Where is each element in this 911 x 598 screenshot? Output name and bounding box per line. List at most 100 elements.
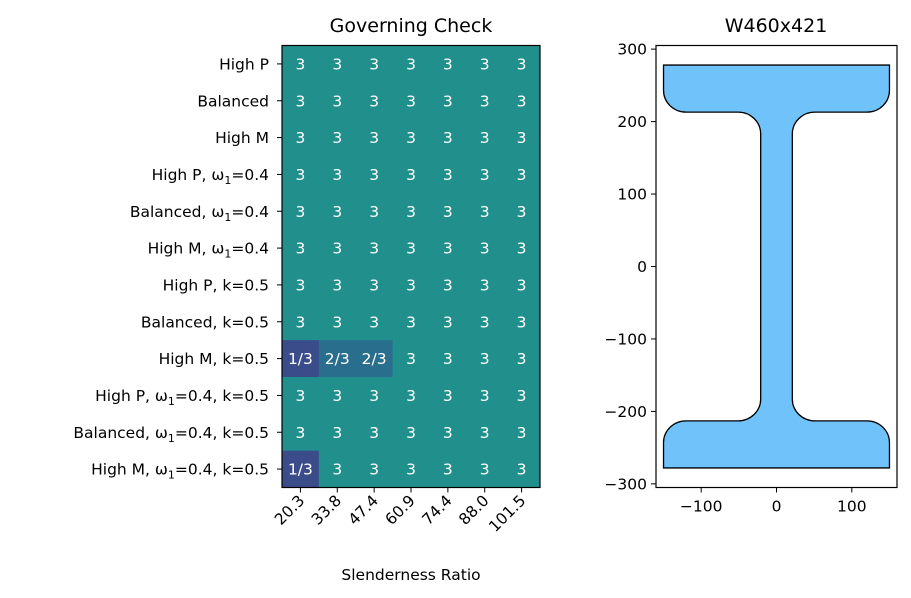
heatmap-cell	[429, 450, 467, 488]
heatmap-cell	[318, 377, 357, 415]
heatmap-cell-label: 3	[517, 313, 527, 331]
heatmap-cell	[466, 119, 504, 157]
heatmap-cell	[503, 450, 541, 488]
heatmap-cell	[392, 450, 430, 488]
section-y-tick-label: 200	[617, 113, 647, 131]
heatmap-cell-label: 3	[406, 387, 416, 405]
y-tick-label: High P, k=0.5	[163, 276, 269, 294]
heatmap-cell	[503, 45, 541, 83]
heatmap-cell	[429, 119, 467, 157]
section-panel: W460x421 300 200 100 0 −100 −200 −300 −100 0 100	[604, 15, 898, 516]
y-tick-label-subscript: 1	[224, 248, 231, 261]
heatmap-cell	[282, 266, 320, 304]
heatmap-cell	[318, 229, 357, 267]
y-tick-label-main: High P	[219, 55, 269, 73]
y-tick-label: High P, ω1=0.4	[152, 166, 269, 187]
heatmap-cell-label: 3	[332, 313, 342, 331]
section-title: W460x421	[725, 15, 828, 37]
heatmap-cell-label: 3	[295, 166, 305, 184]
heatmap-cell-label: 3	[406, 203, 416, 221]
y-tick-label-subscript: 1	[224, 211, 231, 224]
heatmap-cell	[392, 192, 430, 231]
heatmap-cell	[392, 119, 430, 157]
heatmap-cell	[466, 45, 504, 83]
heatmap-cell-label: 3	[295, 387, 305, 405]
x-tick-label: 47.4	[345, 492, 382, 529]
heatmap-cell-label: 3	[369, 424, 379, 442]
heatmap-cell	[466, 156, 504, 194]
heatmap-cell	[392, 377, 430, 415]
y-tick-label-rest: =0.4	[231, 203, 269, 221]
heatmap-cell-label: 3	[480, 92, 490, 110]
heatmap-cell	[429, 303, 467, 341]
heatmap-cell-label: 3	[480, 55, 490, 73]
heatmap-cell	[503, 156, 541, 194]
heatmap-cell-label: 3	[517, 55, 527, 73]
y-tick-label-main: Balanced, ω	[73, 424, 168, 442]
heatmap-cell	[355, 266, 394, 304]
heatmap-cell	[392, 229, 430, 267]
heatmap-cell-label: 3	[295, 276, 305, 294]
y-tick-label-main: Balanced	[197, 92, 269, 110]
heatmap-cell-label: 3	[517, 276, 527, 294]
heatmap-cell-label: 3	[369, 166, 379, 184]
heatmap-cell	[466, 82, 504, 120]
heatmap-cell-label: 3	[443, 424, 453, 442]
heatmap-cell-label: 3	[480, 166, 490, 184]
heatmap-cell	[355, 377, 394, 415]
heatmap-cell-label: 3	[295, 203, 305, 221]
heatmap-cell	[318, 156, 357, 194]
heatmap-cell-label: 3	[406, 424, 416, 442]
heatmap-cell-label: 3	[295, 55, 305, 73]
heatmap-cell-label: 3	[517, 350, 527, 368]
heatmap-cell	[429, 413, 467, 452]
heatmap-cell	[503, 377, 541, 415]
y-tick-label-main: High P, ω	[95, 387, 168, 405]
section-x-tick-label: −100	[680, 498, 723, 516]
heatmap-cell-label: 1/3	[288, 461, 313, 479]
y-tick-label: High M, ω1=0.4	[148, 240, 269, 261]
x-tick-label: 20.3	[271, 492, 308, 529]
heatmap-cell	[503, 119, 541, 157]
x-tick-label: 74.4	[419, 492, 456, 529]
heatmap-cell	[355, 303, 394, 341]
section-x-tick-label: 100	[837, 498, 867, 516]
heatmap-cell	[392, 266, 430, 304]
y-tick-label-subscript: 1	[224, 174, 231, 187]
heatmap-cell-label: 3	[369, 203, 379, 221]
heatmap-cell-label: 3	[517, 92, 527, 110]
heatmap-cell	[429, 266, 467, 304]
section-y-tick-label: −200	[604, 403, 647, 421]
y-tick-label-main: High P, ω	[152, 166, 225, 184]
heatmap-cell-label: 3	[443, 350, 453, 368]
heatmap-cell	[503, 340, 541, 378]
section-y-tick-label: 300	[617, 41, 647, 59]
heatmap-cell-label: 3	[480, 129, 490, 147]
y-tick-label: High M, ω1=0.4, k=0.5	[91, 461, 269, 482]
heatmap-cell	[503, 82, 541, 120]
heatmap-cell	[282, 340, 320, 378]
y-tick-label-rest: =0.4, k=0.5	[175, 424, 269, 442]
heatmap-cell-label: 3	[406, 461, 416, 479]
heatmap-cell-label: 3	[443, 166, 453, 184]
y-tick-label: High M, k=0.5	[159, 350, 269, 368]
y-tick-label-subscript: 1	[168, 469, 175, 482]
heatmap-cell-label: 3	[443, 240, 453, 258]
heatmap-cell-label: 3	[517, 387, 527, 405]
heatmap-cell	[503, 192, 541, 231]
y-tick-label-rest: =0.4	[231, 240, 269, 258]
y-tick-label-main: High P, k=0.5	[163, 276, 269, 294]
x-tick-label: 60.9	[382, 492, 419, 529]
y-tick-label: Balanced	[197, 92, 269, 110]
heatmap-cell	[429, 82, 467, 120]
y-tick-label: Balanced, ω1=0.4, k=0.5	[73, 424, 269, 445]
heatmap-cell	[318, 266, 357, 304]
heatmap-cell-label: 3	[295, 240, 305, 258]
heatmap-cell-label: 2/3	[362, 350, 387, 368]
heatmap-cell	[318, 450, 357, 488]
heatmap-cell	[466, 340, 504, 378]
heatmap-cell-label: 3	[369, 313, 379, 331]
heatmap-cell-label: 3	[480, 240, 490, 258]
